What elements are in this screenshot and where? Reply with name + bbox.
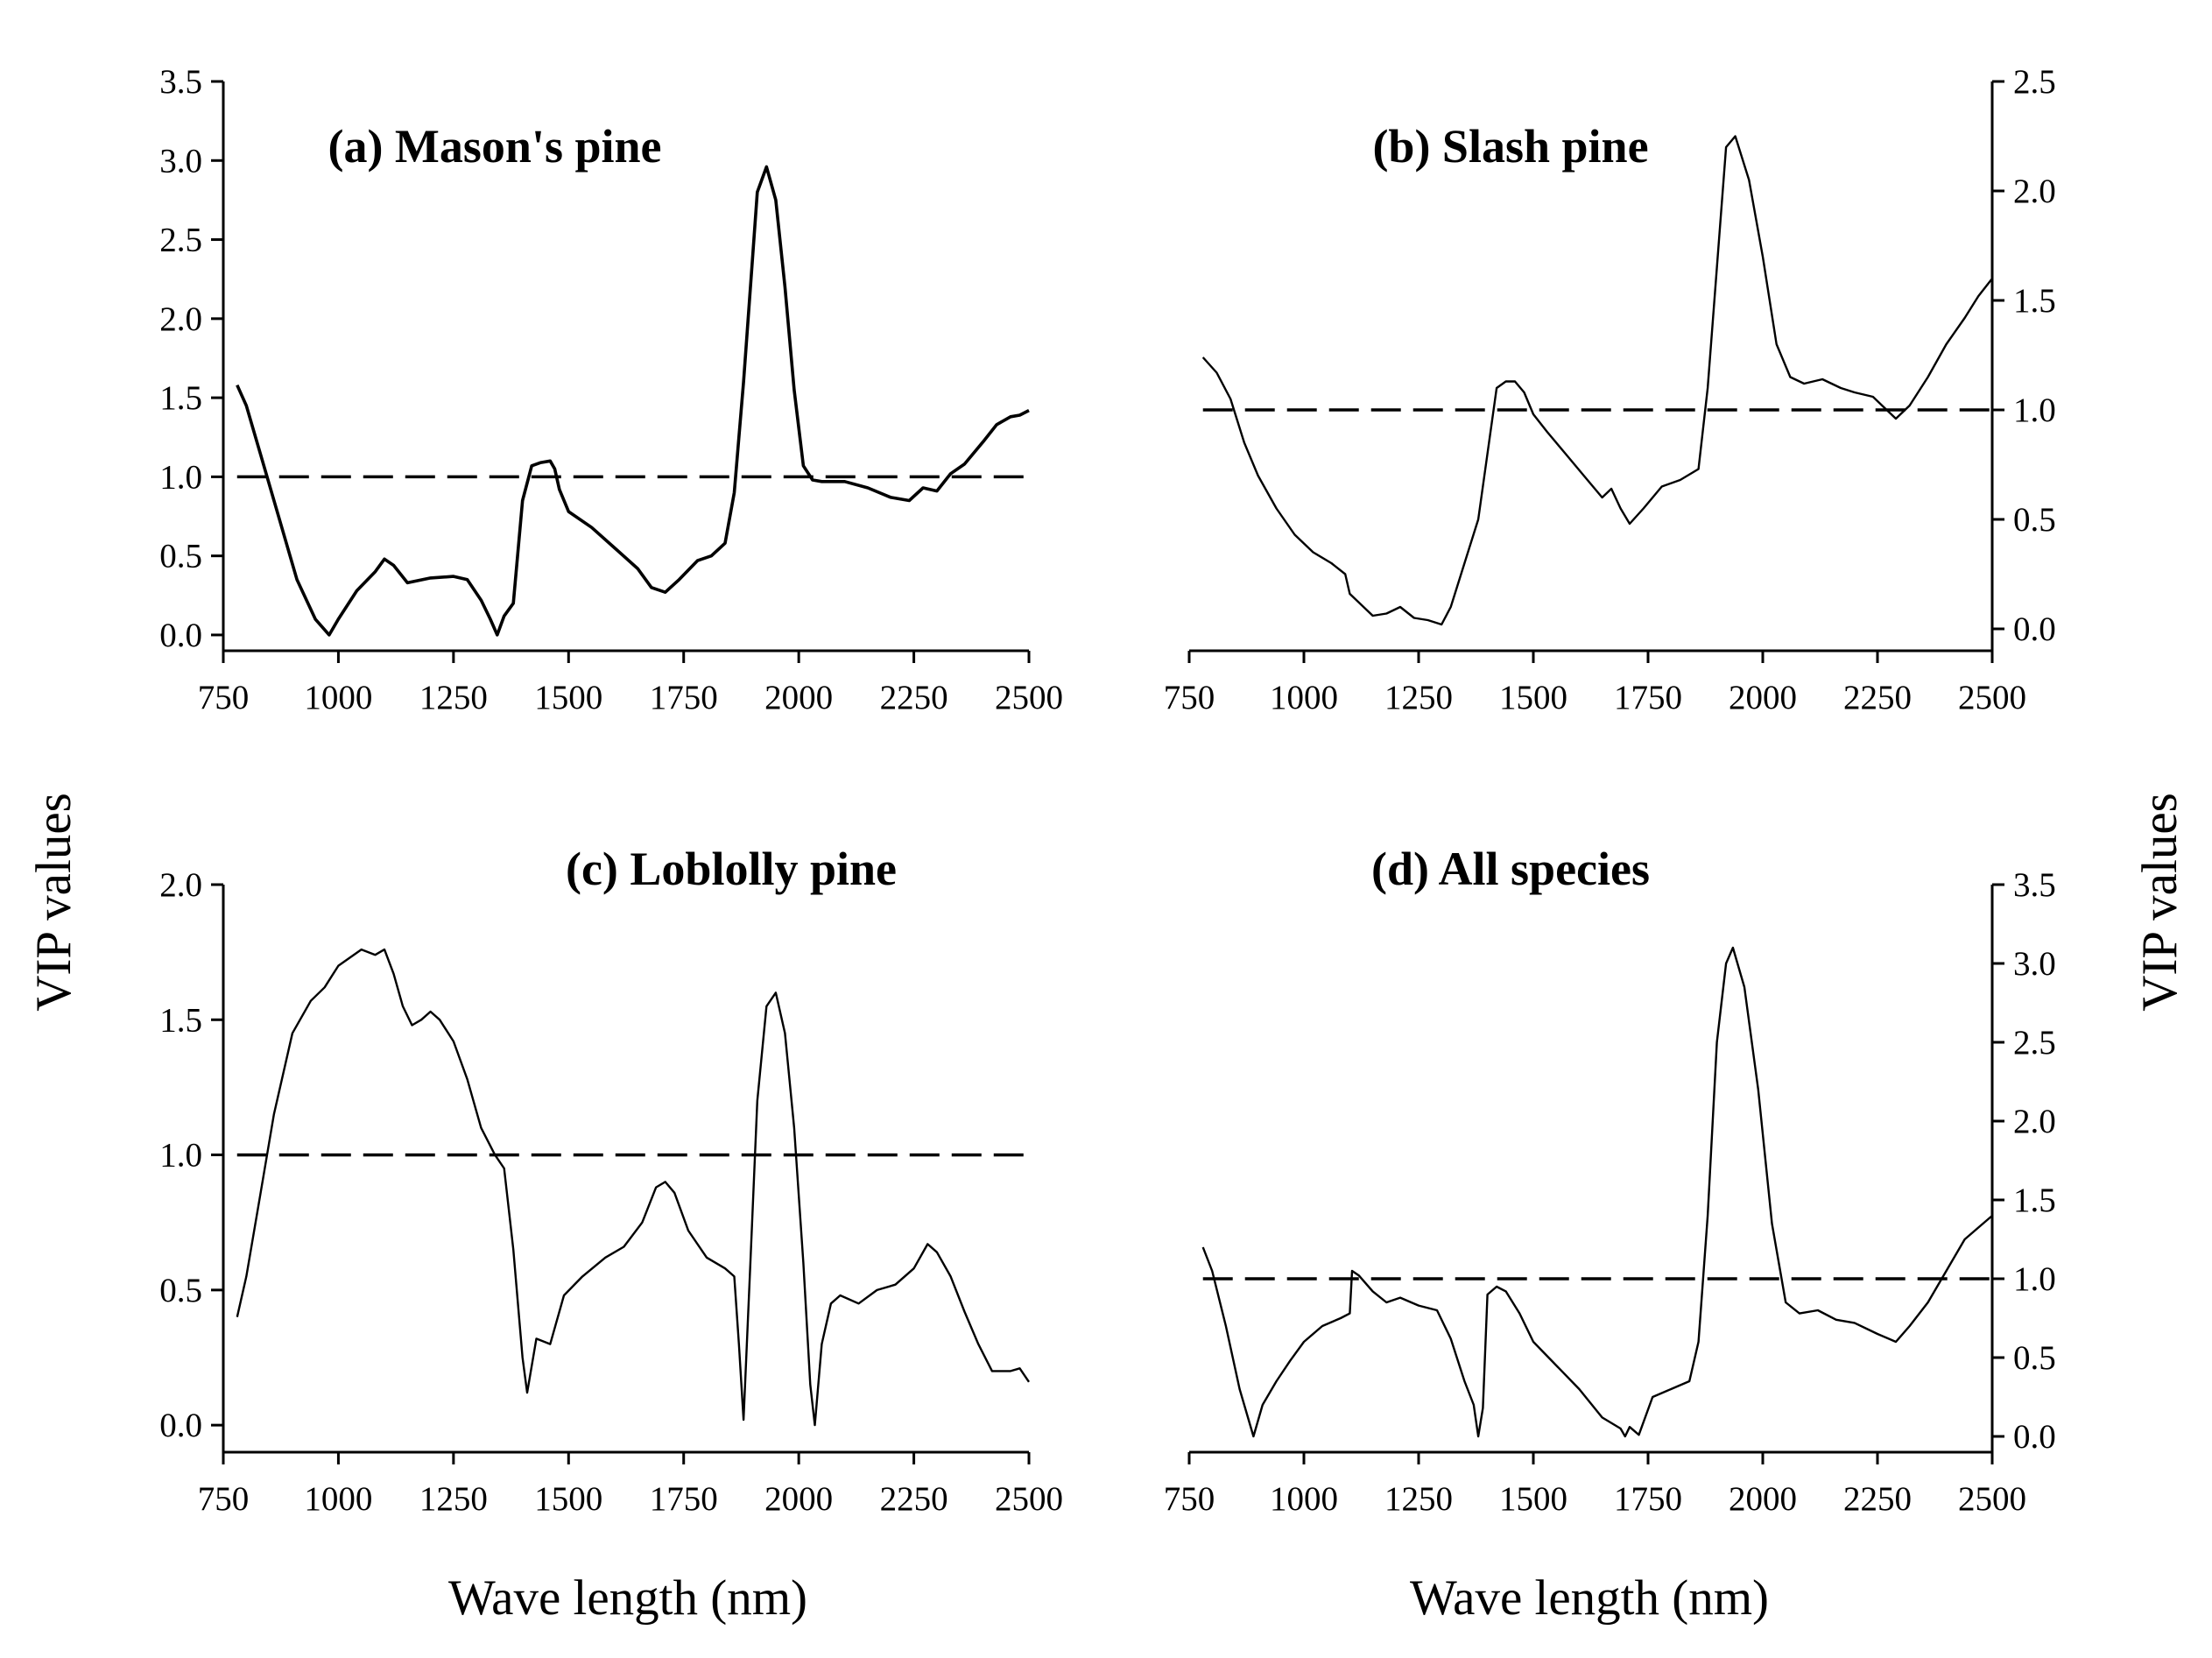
panel-0-y-tick-label: 2.0 [159,300,202,338]
panel-0-y-tick-label: 3.0 [159,142,202,180]
panel-1-y-tick-label: 0.5 [2013,501,2056,539]
panel-0-x-tick-label: 1500 [534,679,602,716]
panel-0-y-tick-label: 2.5 [159,222,202,259]
panel-1-x-tick-label: 1250 [1384,679,1453,716]
panel-2-y-tick-label: 1.5 [159,1001,202,1039]
panel-3-y-tick-label: 1.5 [2013,1182,2056,1219]
panel-2-x-tick-label: 1500 [534,1480,602,1518]
shared-ylabel-right: VIP values [2132,793,2187,1012]
panel-1-y-tick-label: 0.0 [2013,610,2056,648]
panel-1-x-tick-label: 1000 [1270,679,1338,716]
panel-0-x-tick-label: 1250 [419,679,488,716]
panel-3-x-tick-label: 2000 [1729,1480,1797,1518]
panel-1-y-tick-label: 2.5 [2013,63,2056,101]
panel-3-x-tick-label: 1250 [1384,1480,1453,1518]
panel-3-y-tick-label: 0.0 [2013,1418,2056,1456]
panel-0-y-tick-label: 1.5 [159,379,202,417]
panel-3-series-line-0 [1201,946,1993,1438]
panel-0-x-tick-label: 1750 [650,679,718,716]
panel-3-y-tick-label: 2.0 [2013,1103,2056,1140]
panel-3-y-tick-label: 2.5 [2013,1024,2056,1062]
panel-0-x-tick-label: 2250 [880,679,948,716]
panel-a-masons-pine: 750 1000 1250 1500 1750 2000 2250 2500 0.0 0.5 1.0… [159,63,1063,716]
panel-1-series-line-0 [1201,135,1993,626]
panel-1-x-tick-label: 2250 [1843,679,1912,716]
panel-0-x-tick-label: 1000 [304,679,372,716]
xlabel-right: Wave length (nm) [1410,1570,1769,1626]
panel-3-x-tick-label: 2250 [1843,1480,1912,1518]
panel-3-x-tick-label: 2500 [1958,1480,2026,1518]
panel-0-x-tick-label: 2000 [764,679,833,716]
panel-2-x-tick-label: 1250 [419,1480,488,1518]
panel-b-slash-pine: 750 1000 1250 1500 1750 2000 2250 2500 0.0 0.5 1.0… [1164,63,2056,716]
panel-3-y-tick-label: 1.0 [2013,1260,2056,1298]
panel-0-y-tick-label: 1.0 [159,458,202,496]
panel-0-title: (a) Mason's pine [328,120,661,173]
shared-ylabel-left: VIP values [26,793,81,1012]
panel-0-y-tick-label: 0.5 [159,538,202,575]
panel-2-y-tick-label: 0.0 [159,1407,202,1444]
panel-0-y-tick-label: 0.0 [159,617,202,654]
panel-0-x-tick-label: 2500 [995,679,1063,716]
panel-1-y-tick-label: 1.5 [2013,282,2056,320]
panel-2-title: (c) Loblolly pine [566,843,897,895]
panel-3-y-tick-label: 3.5 [2013,866,2056,904]
panel-2-x-tick-label: 2000 [764,1480,833,1518]
panel-1-x-tick-label: 2000 [1729,679,1797,716]
panel-0-x-tick-label: 750 [198,679,250,716]
panel-2-y-tick-label: 0.5 [159,1272,202,1309]
panel-1-x-tick-label: 1500 [1499,679,1567,716]
panel-3-title: (d) All species [1371,843,1650,895]
xlabel-left: Wave length (nm) [448,1570,807,1626]
panel-1-y-tick-label: 1.0 [2013,392,2056,429]
panel-3-x-tick-label: 1500 [1499,1480,1567,1518]
panel-2-x-tick-label: 750 [198,1480,250,1518]
panel-2-x-tick-label: 1750 [650,1480,718,1518]
panel-3-y-tick-label: 0.5 [2013,1339,2056,1377]
panel-2-series-line-0 [236,948,1030,1427]
panel-3-x-tick-label: 1750 [1614,1480,1682,1518]
panel-2-x-tick-label: 2500 [995,1480,1063,1518]
panel-1-x-tick-label: 1750 [1614,679,1682,716]
panel-c-loblolly-pine: 750 1000 1250 1500 1750 2000 2250 2500 0.0 0.5 1.0… [159,843,1063,1518]
panel-1-y-tick-label: 2.0 [2013,173,2056,210]
panel-1-title: (b) Slash pine [1372,120,1648,173]
panel-2-y-tick-label: 1.0 [159,1137,202,1175]
panel-3-x-tick-label: 1000 [1270,1480,1338,1518]
panel-0-y-tick-label: 3.5 [159,63,202,101]
panel-d-all-species: 750 1000 1250 1500 1750 2000 2250 2500 0.0 0.5 1.0… [1164,843,2056,1518]
panel-1-x-tick-label: 2500 [1958,679,2026,716]
panel-3-x-tick-label: 750 [1164,1480,1215,1518]
panel-2-x-tick-label: 2250 [880,1480,948,1518]
panel-2-y-tick-label: 2.0 [159,866,202,904]
panel-1-x-tick-label: 750 [1164,679,1215,716]
panel-2-x-tick-label: 1000 [304,1480,372,1518]
panel-0-series-line-0 [236,165,1030,637]
panel-3-y-tick-label: 3.0 [2013,945,2056,983]
